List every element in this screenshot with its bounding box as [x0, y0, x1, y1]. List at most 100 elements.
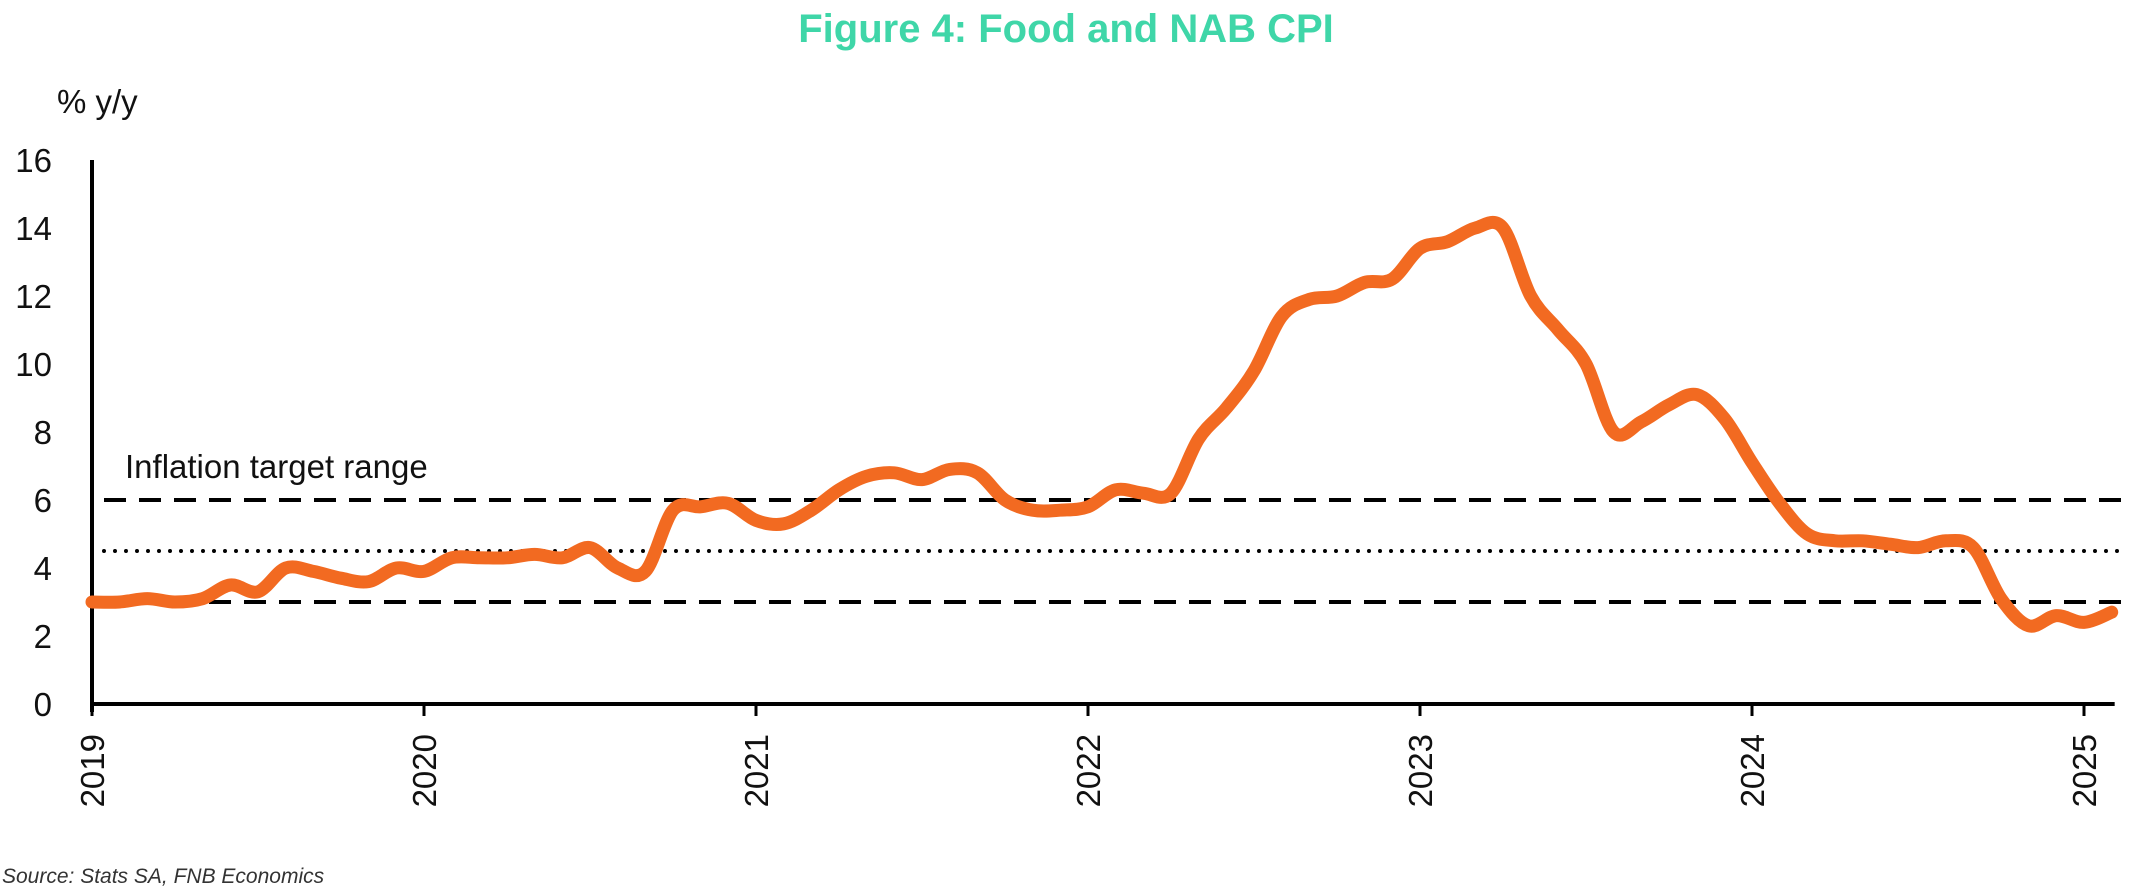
inflation-target-range-label: Inflation target range [125, 448, 428, 485]
y-axis-label: % y/y [57, 83, 138, 120]
y-tick-label: 0 [34, 686, 52, 723]
data-point [835, 486, 843, 494]
data-point [1333, 292, 1341, 300]
data-point [973, 469, 981, 477]
data-point [1167, 489, 1175, 497]
data-point [1305, 295, 1313, 303]
data-point [143, 595, 151, 603]
data-point [1776, 499, 1784, 507]
data-point [1416, 244, 1424, 252]
data-point [1361, 278, 1369, 286]
y-tick-label: 12 [15, 278, 52, 315]
data-point [780, 520, 788, 528]
data-point [1720, 414, 1728, 422]
data-point [365, 578, 373, 586]
series-line [85, 215, 2119, 633]
data-point [1886, 540, 1894, 548]
y-tick-label: 10 [15, 346, 52, 383]
data-point [2052, 612, 2060, 620]
data-point [1527, 292, 1535, 300]
data-point [171, 598, 179, 606]
y-tick-label: 16 [15, 142, 52, 179]
data-point [1969, 544, 1977, 552]
data-point [1665, 401, 1673, 409]
data-point [558, 554, 566, 562]
data-point [807, 506, 815, 514]
data-point [1222, 404, 1230, 412]
data-point [1278, 312, 1286, 320]
data-point [254, 588, 262, 596]
y-tick-label: 8 [34, 414, 52, 451]
data-point [1914, 544, 1922, 552]
data-point [724, 499, 732, 507]
x-tick-label: 2024 [1734, 734, 1771, 807]
data-point [1831, 537, 1839, 545]
data-point [282, 564, 290, 572]
data-point [475, 554, 483, 562]
y-tick-label: 6 [34, 482, 52, 519]
data-point [1388, 275, 1396, 283]
series-layer [85, 215, 2119, 633]
data-point [1693, 391, 1701, 399]
x-tick-label: 2022 [1070, 734, 1107, 807]
axes [90, 160, 2115, 712]
x-tick-label: 2020 [406, 734, 443, 807]
data-point [116, 598, 124, 606]
data-point [1748, 459, 1756, 467]
data-point [2080, 618, 2088, 626]
data-point [890, 469, 898, 477]
x-tick-label: 2025 [2066, 734, 2103, 807]
y-tick-label: 2 [34, 618, 52, 655]
data-point [697, 503, 705, 511]
y-tick-labels: 0 2 4 6 8 10 12 14 16 [15, 142, 52, 723]
data-point [1112, 486, 1120, 494]
data-point [1001, 496, 1009, 504]
data-point [1195, 435, 1203, 443]
data-point [199, 595, 207, 603]
data-point [1139, 489, 1147, 497]
data-point [669, 506, 677, 514]
data-point [88, 598, 96, 606]
data-point [1610, 428, 1618, 436]
data-point [863, 472, 871, 480]
data-point [2025, 622, 2033, 630]
data-point [1084, 503, 1092, 511]
data-point [752, 516, 760, 524]
chart-title: Figure 4: Food and NAB CPI [798, 7, 1334, 51]
data-point [1471, 224, 1479, 232]
data-point [226, 581, 234, 589]
y-tick-label: 4 [34, 550, 52, 587]
data-point [309, 567, 317, 575]
data-point [946, 465, 954, 473]
y-tick-label: 14 [15, 210, 52, 247]
data-point [1997, 595, 2005, 603]
source-note: Source: Stats SA, FNB Economics [2, 865, 325, 888]
data-point [1859, 537, 1867, 545]
x-tick-labels: 2019 2020 2021 2022 2023 2024 2025 [74, 704, 2103, 807]
data-point [1554, 326, 1562, 334]
target-range-lines [102, 498, 2124, 604]
data-point [918, 476, 926, 484]
data-point [1499, 224, 1507, 232]
data-point [614, 564, 622, 572]
data-point [1250, 367, 1258, 375]
data-point [2108, 608, 2116, 616]
data-point [1803, 530, 1811, 538]
data-point [448, 554, 456, 562]
data-point [420, 567, 428, 575]
data-point [392, 564, 400, 572]
x-tick-label: 2019 [74, 734, 111, 807]
data-point [337, 574, 345, 582]
x-tick-label: 2021 [738, 734, 775, 807]
x-tick-label: 2023 [1402, 734, 1439, 807]
data-point [1056, 506, 1064, 514]
data-point [1582, 360, 1590, 368]
data-point [1637, 418, 1645, 426]
data-point [586, 544, 594, 552]
data-point [641, 567, 649, 575]
data-point [1444, 238, 1452, 246]
data-point [503, 554, 511, 562]
data-point [1029, 506, 1037, 514]
data-point [1942, 537, 1950, 545]
